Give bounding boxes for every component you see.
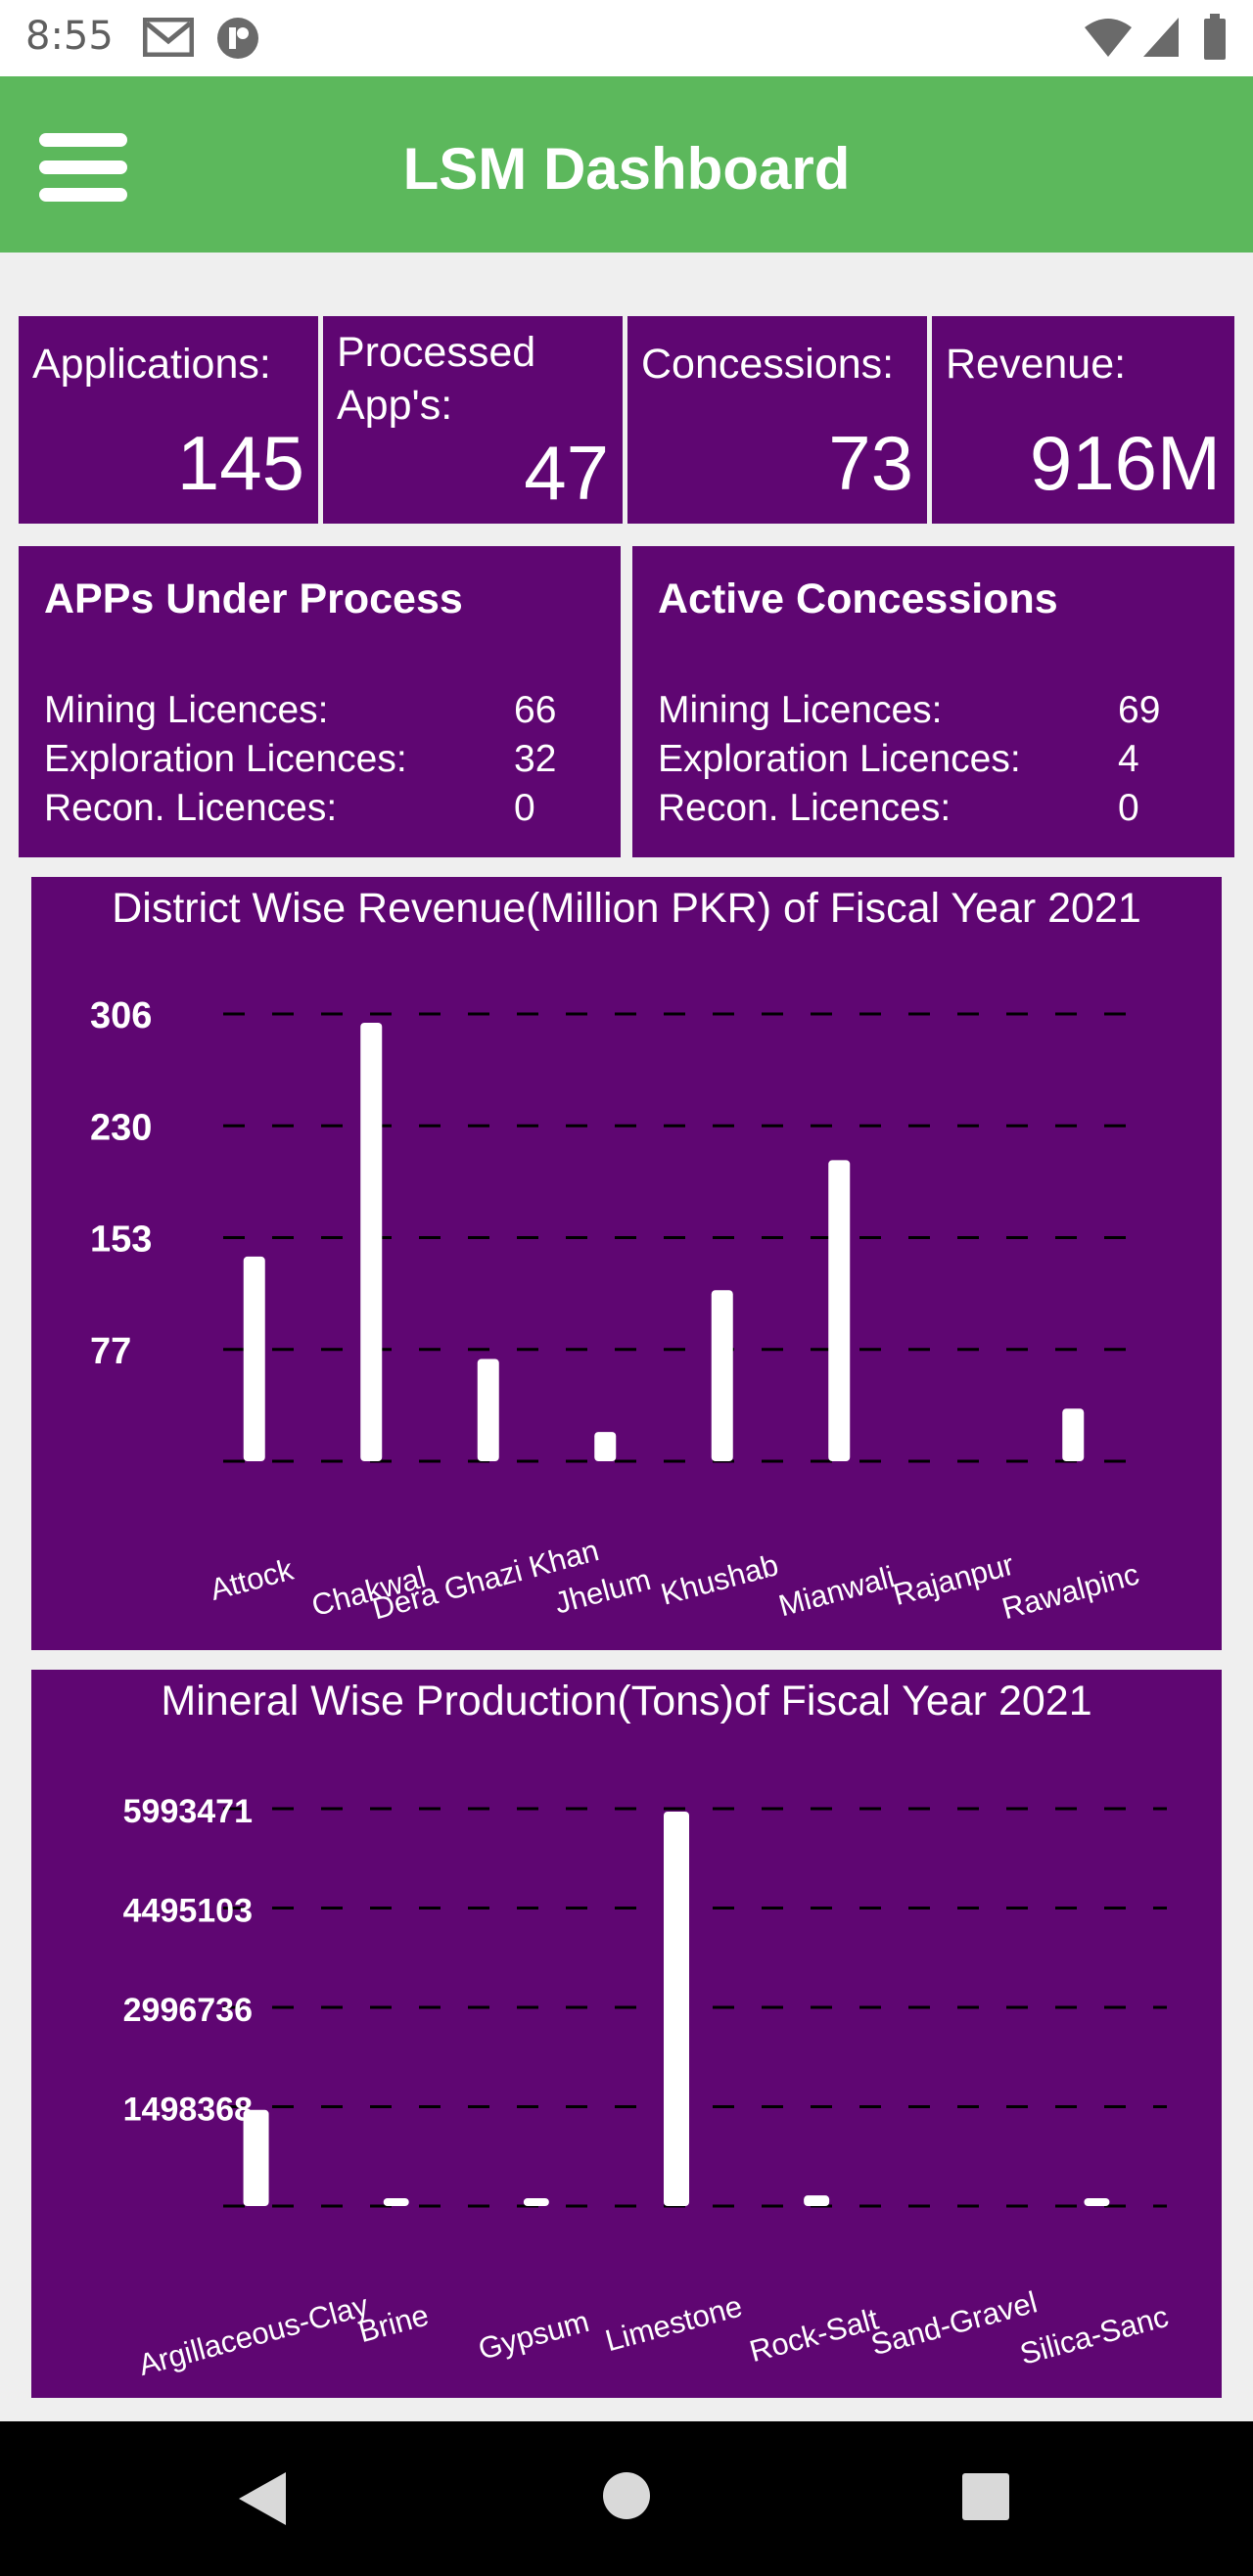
bar[interactable] <box>477 1358 499 1461</box>
app-badge-icon <box>217 18 258 59</box>
x-tick-label: Silica-Sanc <box>1016 2299 1172 2371</box>
exploration-licences-value: 4 <box>1118 738 1139 780</box>
y-tick-label: 1498368 <box>123 2092 253 2129</box>
y-tick-label: 5993471 <box>123 1793 253 1830</box>
x-tick-label: Rawalpinc <box>998 1556 1142 1626</box>
x-tick-label: Sand-Gravel <box>867 2284 1041 2362</box>
bar[interactable] <box>804 2195 830 2206</box>
page-title: LSM Dashboard <box>402 136 851 202</box>
signal-icon <box>1143 18 1179 57</box>
x-tick-label: Gypsum <box>475 2304 593 2367</box>
home-icon[interactable] <box>601 2470 652 2521</box>
district-revenue-chart-card: District Wise Revenue(Million PKR) of Fi… <box>31 877 1222 1650</box>
x-tick-label: Limestone <box>602 2288 746 2358</box>
bar[interactable] <box>1084 2198 1110 2206</box>
x-tick-label: Argillaceous-Clay <box>135 2288 373 2382</box>
y-tick-label: 230 <box>90 1107 152 1148</box>
bar[interactable] <box>243 1256 265 1461</box>
system-nav-bar <box>0 2421 1253 2576</box>
app-bar: LSM Dashboard <box>0 76 1253 253</box>
chart-title: Mineral Wise Production(Tons)of Fiscal Y… <box>161 1678 1092 1725</box>
bar[interactable] <box>1062 1408 1085 1461</box>
y-tick-label: 153 <box>90 1219 152 1261</box>
processed-apps-card: Processed App's: 47 <box>323 316 623 524</box>
status-time: 8:55 <box>25 14 114 59</box>
wifi-icon <box>1085 19 1132 57</box>
apps-under-process-panel: APPs Under Process Mining Licences: 66 E… <box>19 546 621 857</box>
y-tick-label: 77 <box>90 1331 131 1372</box>
stat-value: 47 <box>524 430 609 516</box>
x-tick-label: Rajanpur <box>890 1547 1018 1612</box>
exploration-licences-label: Exploration Licences: <box>44 738 407 780</box>
active-concessions-panel: Active Concessions Mining Licences: 69 E… <box>632 546 1234 857</box>
bar[interactable] <box>828 1160 851 1461</box>
bar[interactable] <box>664 1811 689 2206</box>
mining-licences-value: 66 <box>514 689 557 731</box>
stat-label: Revenue: <box>946 341 1127 388</box>
bar[interactable] <box>523 2198 549 2206</box>
x-tick-label: Khushab <box>657 1547 781 1611</box>
bar[interactable] <box>594 1432 617 1461</box>
stat-label: Processed App's: <box>337 329 536 429</box>
mining-licences-label: Mining Licences: <box>658 689 943 731</box>
concessions-card: Concessions: 73 <box>627 316 927 524</box>
bar[interactable] <box>711 1290 733 1461</box>
applications-card: Applications: 145 <box>19 316 318 524</box>
back-icon[interactable] <box>235 2470 290 2527</box>
panel-title: Active Concessions <box>658 575 1058 622</box>
mining-licences-label: Mining Licences: <box>44 689 329 731</box>
bar[interactable] <box>383 2198 409 2206</box>
y-tick-label: 4495103 <box>123 1893 253 1930</box>
revenue-card: Revenue: 916M <box>932 316 1234 524</box>
gmail-icon <box>143 18 194 57</box>
y-tick-label: 2996736 <box>123 1992 253 2029</box>
y-tick-label: 306 <box>90 995 152 1036</box>
bar[interactable] <box>243 2109 269 2206</box>
stat-label: Applications: <box>32 341 271 388</box>
recents-icon[interactable] <box>961 2472 1010 2521</box>
stat-value: 916M <box>1029 420 1221 506</box>
recon-licences-label: Recon. Licences: <box>658 787 951 829</box>
mineral-production-chart: 1498368 2996736 4495103 5993471 Argillaceous… <box>123 1793 1173 2382</box>
x-tick-label: Mianwali <box>775 1559 899 1623</box>
menu-icon[interactable] <box>39 133 137 211</box>
x-tick-label: Attock <box>207 1552 298 1607</box>
stat-value: 73 <box>828 420 913 506</box>
chart-title: District Wise Revenue(Million PKR) of Fi… <box>112 885 1141 932</box>
status-bar: 8:55 <box>0 0 1253 76</box>
mining-licences-value: 69 <box>1118 689 1161 731</box>
exploration-licences-value: 32 <box>514 738 557 780</box>
panel-title: APPs Under Process <box>44 575 463 622</box>
bar[interactable] <box>360 1022 383 1461</box>
mineral-production-chart-card: Mineral Wise Production(Tons)of Fiscal Y… <box>31 1670 1222 2398</box>
recon-licences-value: 0 <box>514 787 535 829</box>
stat-value: 145 <box>176 420 304 506</box>
exploration-licences-label: Exploration Licences: <box>658 738 1021 780</box>
recon-licences-label: Recon. Licences: <box>44 787 338 829</box>
stat-label: Concessions: <box>641 341 895 388</box>
x-tick-label: Rock-Salt <box>746 2301 882 2369</box>
battery-icon <box>1204 14 1226 60</box>
recon-licences-value: 0 <box>1118 787 1139 829</box>
